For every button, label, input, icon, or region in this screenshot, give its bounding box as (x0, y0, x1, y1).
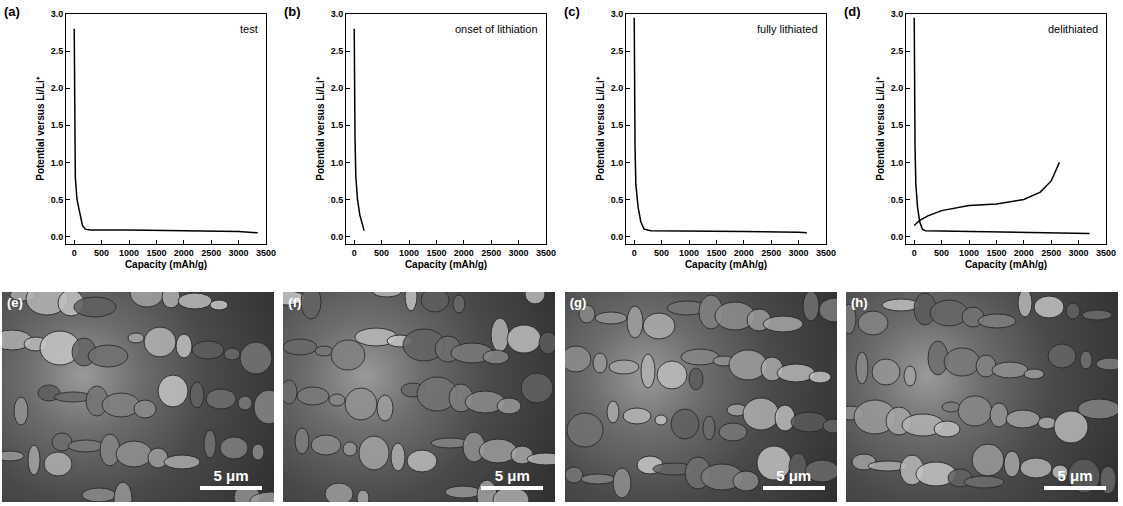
svg-text:0.5: 0.5 (611, 195, 624, 205)
html-text:5 μm: 5 μm (213, 467, 249, 484)
svg-text:2500: 2500 (481, 248, 501, 258)
svg-text:1.5: 1.5 (51, 120, 64, 130)
svg-text:1000: 1000 (399, 248, 419, 258)
svg-text:500: 500 (94, 248, 109, 258)
html-text:(e): (e) (7, 295, 23, 310)
svg-text:3000: 3000 (789, 248, 809, 258)
svg-text:Capacity (mAh/g): Capacity (mAh/g) (405, 259, 487, 270)
html-text:5 μm: 5 μm (1057, 467, 1093, 484)
svg-text:test: test (240, 23, 258, 35)
svg-text:Potential versus Li/Li⁺: Potential versus Li/Li⁺ (875, 76, 886, 181)
html-text:(g): (g) (569, 295, 587, 310)
svg-text:Potential versus Li/Li⁺: Potential versus Li/Li⁺ (315, 76, 326, 181)
svg-text:0.0: 0.0 (331, 232, 344, 242)
svg-text:fully lithiated: fully lithiated (757, 23, 818, 35)
svg-text:0: 0 (912, 248, 917, 258)
svg-text:2.0: 2.0 (611, 83, 624, 93)
svg-text:0: 0 (632, 248, 637, 258)
svg-text:onset of lithiation: onset of lithiation (455, 23, 538, 35)
svg-text:1.0: 1.0 (611, 158, 624, 168)
html-text:(f): (f) (288, 295, 302, 310)
svg-text:3000: 3000 (229, 248, 249, 258)
svg-text:3000: 3000 (1069, 248, 1089, 258)
svg-text:delithiated: delithiated (1048, 23, 1098, 35)
svg-text:0.5: 0.5 (331, 195, 344, 205)
svg-text:1500: 1500 (986, 248, 1006, 258)
svg-text:(c): (c) (564, 4, 580, 19)
svg-text:2000: 2000 (174, 248, 194, 258)
svg-text:3000: 3000 (509, 248, 529, 258)
html-text:5 μm: 5 μm (494, 467, 530, 484)
svg-text:0: 0 (72, 248, 77, 258)
svg-text:3500: 3500 (256, 248, 276, 258)
svg-text:0: 0 (352, 248, 357, 258)
svg-text:2000: 2000 (454, 248, 474, 258)
svg-text:0.5: 0.5 (891, 195, 904, 205)
svg-text:Potential versus Li/Li⁺: Potential versus Li/Li⁺ (595, 76, 606, 181)
svg-text:Capacity (mAh/g): Capacity (mAh/g) (965, 259, 1047, 270)
svg-text:2.0: 2.0 (51, 83, 64, 93)
svg-text:(a): (a) (4, 4, 20, 19)
svg-text:2.5: 2.5 (51, 46, 64, 56)
svg-text:0.0: 0.0 (891, 232, 904, 242)
svg-text:0.0: 0.0 (51, 232, 64, 242)
svg-text:1.5: 1.5 (611, 120, 624, 130)
svg-text:1500: 1500 (426, 248, 446, 258)
svg-text:2500: 2500 (201, 248, 221, 258)
svg-text:2000: 2000 (1014, 248, 1034, 258)
svg-text:Capacity (mAh/g): Capacity (mAh/g) (685, 259, 767, 270)
svg-text:3.0: 3.0 (331, 9, 344, 19)
svg-text:(d): (d) (844, 4, 861, 19)
svg-text:1.0: 1.0 (891, 158, 904, 168)
svg-text:3.0: 3.0 (51, 9, 64, 19)
svg-text:Potential versus Li/Li⁺: Potential versus Li/Li⁺ (35, 76, 46, 181)
svg-text:2.0: 2.0 (891, 83, 904, 93)
svg-text:1.5: 1.5 (891, 120, 904, 130)
svg-text:2.0: 2.0 (331, 83, 344, 93)
svg-text:1.0: 1.0 (51, 158, 64, 168)
svg-text:1.0: 1.0 (331, 158, 344, 168)
svg-text:3500: 3500 (536, 248, 556, 258)
svg-text:3.0: 3.0 (611, 9, 624, 19)
svg-text:Capacity (mAh/g): Capacity (mAh/g) (125, 259, 207, 270)
svg-text:1500: 1500 (146, 248, 166, 258)
svg-text:2500: 2500 (761, 248, 781, 258)
svg-text:3500: 3500 (816, 248, 836, 258)
svg-text:3.0: 3.0 (891, 9, 904, 19)
svg-text:1000: 1000 (959, 248, 979, 258)
svg-text:1000: 1000 (119, 248, 139, 258)
svg-text:2.5: 2.5 (891, 46, 904, 56)
svg-text:(b): (b) (284, 4, 301, 19)
svg-text:2.5: 2.5 (331, 46, 344, 56)
svg-text:500: 500 (654, 248, 669, 258)
svg-text:2500: 2500 (1041, 248, 1061, 258)
svg-text:1500: 1500 (706, 248, 726, 258)
svg-text:1.5: 1.5 (331, 120, 344, 130)
svg-text:0.5: 0.5 (51, 195, 64, 205)
svg-text:2000: 2000 (734, 248, 754, 258)
html-text:5 μm: 5 μm (776, 467, 812, 484)
svg-text:0.0: 0.0 (611, 232, 624, 242)
svg-text:1000: 1000 (679, 248, 699, 258)
svg-text:3500: 3500 (1096, 248, 1116, 258)
svg-text:500: 500 (374, 248, 389, 258)
svg-text:500: 500 (934, 248, 949, 258)
svg-text:2.5: 2.5 (611, 46, 624, 56)
html-text:(h): (h) (851, 295, 868, 310)
